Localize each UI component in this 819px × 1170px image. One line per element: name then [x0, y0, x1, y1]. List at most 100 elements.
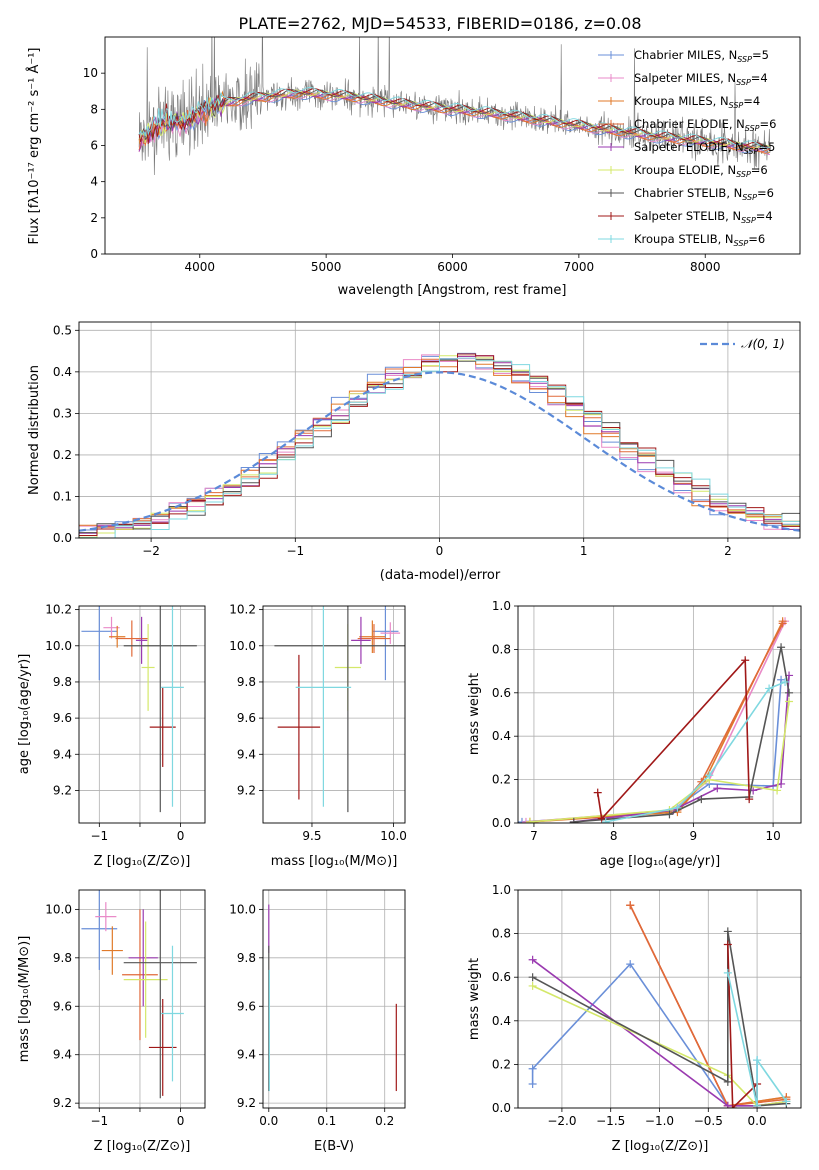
y-tick-label: 10.2 [45, 603, 72, 617]
model-line-chabrier-stelib [138, 89, 771, 149]
weight-point-kroupa-stelib [765, 684, 774, 693]
legend-entry: Chabrier STELIB, NSSP=6 [634, 186, 774, 202]
x-tick-label: 5000 [311, 260, 342, 274]
spectrum-title: PLATE=2762, MJD=54533, FIBERID=0186, z=0… [238, 14, 641, 33]
y-tick-label: 9.8 [237, 951, 256, 965]
weight-point-salpeter-stelib [593, 788, 602, 797]
axes-frame [517, 605, 802, 824]
weight-point-salpeter-stelib [723, 940, 732, 949]
model-line-chabrier-miles [139, 94, 771, 155]
mass-vs-metallicity-panel: −1 0 9.2 9.4 9.6 9.8 10.0 [45, 889, 206, 1128]
age-mass-xlabel: mass [log₁₀(M/M⊙)] [271, 854, 398, 869]
x-tick-label: 0.2 [375, 1114, 394, 1128]
y-tick-label: 0.6 [492, 970, 511, 984]
weight-line-salpeter-stelib [596, 658, 750, 821]
y-tick-label: 9.4 [237, 747, 256, 761]
weight-point-chabrier-stelib [665, 810, 674, 819]
y-tick-label: 8 [90, 102, 98, 116]
x-tick-label: −2 [142, 544, 160, 558]
axes-frame [78, 889, 206, 1109]
legend-entry: Salpeter MILES, NSSP=4 [634, 71, 768, 87]
weight-point-kroupa-stelib [705, 771, 714, 780]
x-tick-label: −2.0 [547, 1114, 576, 1128]
y-tick-label: 4 [90, 175, 98, 189]
x-tick-label: 0.0 [748, 1114, 767, 1128]
legend-entry: 𝒩(0, 1) [741, 337, 785, 351]
weight-point-chabrier-elodie [778, 619, 787, 628]
y-tick-label: 0 [90, 247, 98, 261]
y-tick-label: 9.4 [53, 1048, 72, 1062]
weight-point-kroupa-stelib [723, 968, 732, 977]
weight-point-chabrier-miles [528, 1064, 537, 1073]
weight-point-chabrier-miles [626, 960, 635, 969]
model-line-salpeter-miles [138, 93, 770, 155]
y-tick-label: 0.2 [53, 448, 72, 462]
weight-point-chabrier-miles [528, 1080, 537, 1089]
mass-Z-ylabel: mass [log₁₀(M/M⊙)] [17, 936, 32, 1063]
x-tick-label: 9 [690, 829, 698, 843]
histogram-kroupa-stelib [79, 357, 800, 538]
spectrum-xlabel: wavelength [Angstrom, rest frame] [338, 283, 567, 298]
weight-point-kroupa-stelib [782, 1097, 791, 1106]
x-tick-label: 7 [530, 829, 538, 843]
legend-entry: Salpeter ELODIE, NSSP=5 [634, 140, 775, 156]
weight-Z-xlabel: Z [log₁₀(Z/Z⊙)] [612, 1139, 709, 1154]
age-vs-metallicity-panel: −1 0 9.2 9.4 9.6 9.8 10.0 10.2 [45, 603, 206, 843]
normal-curve-line [79, 371, 800, 532]
weight-point-chabrier-stelib [723, 1077, 732, 1086]
legend-entry: Kroupa MILES, NSSP=4 [634, 94, 760, 110]
x-tick-label: 6000 [437, 260, 468, 274]
y-tick-label: 1.0 [492, 883, 511, 897]
y-tick-label: 9.2 [53, 1096, 72, 1110]
mass-Z-xlabel: Z [log₁₀(Z/Z⊙)] [94, 1139, 191, 1154]
weight-age-xlabel: age [log₁₀(age/yr)] [600, 854, 721, 869]
weight-point-chabrier-stelib [723, 927, 732, 936]
weight-point-salpeter-stelib [741, 656, 750, 665]
x-tick-label: −1 [90, 1114, 108, 1128]
axes-frame [78, 321, 801, 539]
x-tick-label: 8 [610, 829, 618, 843]
weight-age-ylabel: mass weight [467, 673, 482, 755]
weight-point-chabrier-stelib [785, 688, 794, 697]
mass-vs-extinction-panel: 0.0 0.1 0.2 9.2 9.4 9.6 9.8 10.0 [229, 889, 406, 1128]
y-tick-label: 9.8 [237, 675, 256, 689]
y-tick-label: 0.0 [492, 816, 511, 830]
legend-entry: Salpeter STELIB, NSSP=4 [634, 209, 773, 225]
axes-frame [262, 605, 406, 824]
legend-entry: Chabrier ELODIE, NSSP=6 [634, 117, 776, 133]
x-tick-label: 10 [765, 829, 780, 843]
y-tick-label: 9.6 [237, 711, 256, 725]
weight-point-salpeter-elodie [723, 1101, 732, 1108]
weight-point-chabrier-stelib [777, 643, 786, 652]
axes-frame [104, 36, 801, 255]
y-tick-label: 0.3 [53, 406, 72, 420]
mass-ebv-xlabel: E(B-V) [314, 1139, 354, 1154]
y-tick-label: 0.2 [492, 1057, 511, 1071]
x-tick-label: 0 [177, 1114, 185, 1128]
x-tick-label: 2 [724, 544, 732, 558]
axes-frame [517, 889, 802, 1109]
x-tick-label: 0 [436, 544, 444, 558]
x-tick-label: −1.0 [645, 1114, 674, 1128]
weight-point-kroupa-stelib [673, 803, 682, 812]
weight-point-kroupa-stelib [601, 817, 610, 823]
y-tick-label: 9.6 [53, 999, 72, 1013]
y-tick-label: 10.0 [229, 902, 256, 916]
weight-point-kroupa-elodie [525, 817, 534, 823]
x-tick-label: 8000 [690, 260, 721, 274]
y-tick-label: 0.1 [53, 489, 72, 503]
weight-point-chabrier-stelib [569, 817, 578, 823]
weight-Z-ylabel: mass weight [467, 958, 482, 1040]
y-tick-label: 1.0 [492, 599, 511, 613]
model-line-salpeter-stelib [138, 88, 770, 150]
y-tick-label: 10.0 [45, 902, 72, 916]
y-tick-label: 0.4 [53, 365, 72, 379]
x-tick-label: 10.0 [380, 829, 407, 843]
y-tick-label: 0.8 [492, 927, 511, 941]
x-tick-label: 4000 [184, 260, 215, 274]
spectrum-ylabel: Flux [fλ10⁻¹⁷ erg cm⁻² s⁻¹ Å⁻¹] [26, 48, 42, 245]
weight-point-chabrier-stelib [697, 795, 706, 804]
weight-point-salpeter-elodie [713, 784, 722, 793]
y-tick-label: 6 [90, 139, 98, 153]
